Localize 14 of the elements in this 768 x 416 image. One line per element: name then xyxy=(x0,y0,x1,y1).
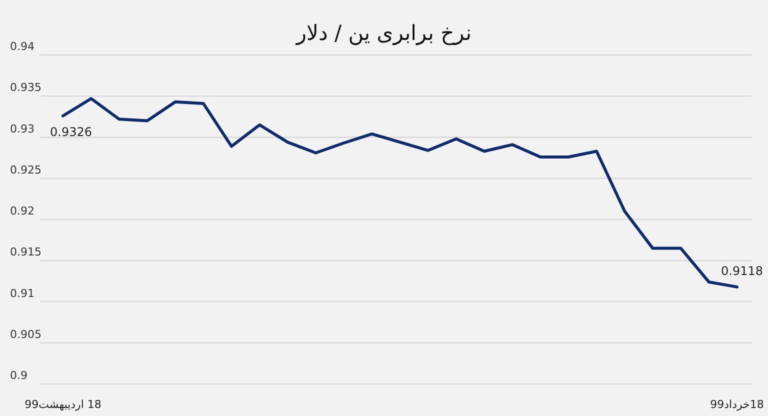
x-tick-label: 18خرداد99 xyxy=(710,398,764,411)
y-tick-label: 0.915 xyxy=(10,246,42,259)
y-tick-label: 0.93 xyxy=(10,122,34,136)
y-tick-label: 0.92 xyxy=(10,204,34,218)
y-tick-label: 0.9 xyxy=(10,369,28,382)
data-label: 0.9326 xyxy=(50,124,92,139)
y-tick-label: 0.91 xyxy=(10,286,34,300)
y-tick-label: 0.905 xyxy=(10,328,42,341)
y-tick-label: 0.94 xyxy=(10,40,34,53)
x-tick-label: 18 اردیبهشت99 xyxy=(24,398,102,411)
y-tick-label: 0.935 xyxy=(10,81,42,94)
y-tick-label: 0.925 xyxy=(10,163,42,176)
chart-title: نرخ برابری ین / دلار xyxy=(295,21,472,46)
data-label: 0.9118 xyxy=(721,264,763,278)
